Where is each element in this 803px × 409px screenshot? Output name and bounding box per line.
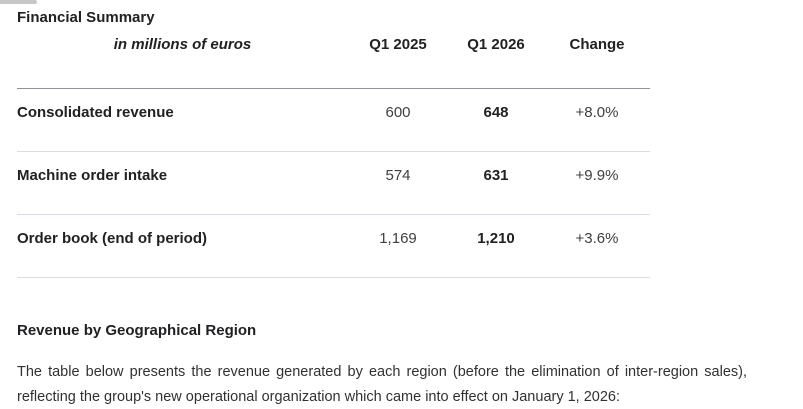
revenue-by-region-heading: Revenue by Geographical Region — [17, 322, 257, 339]
row-label: Order book (end of period) — [17, 214, 348, 278]
table-row: Consolidated revenue 600 648 +8.0% — [17, 88, 650, 152]
row-label: Machine order intake — [17, 151, 348, 215]
table-row: Order book (end of period) 1,169 1,210 +… — [17, 214, 650, 278]
value-change: +3.6% — [544, 214, 650, 278]
row-label: Consolidated revenue — [17, 88, 348, 152]
value-change: +8.0% — [544, 88, 650, 152]
value-q1-2026: 631 — [448, 151, 544, 215]
column-header-q1-2026: Q1 2026 — [448, 37, 544, 89]
value-q1-2026: 1,210 — [448, 214, 544, 278]
table-unit-label: in millions of euros — [17, 37, 348, 89]
financial-summary-heading: Financial Summary — [17, 9, 155, 26]
value-q1-2025: 600 — [348, 88, 448, 152]
value-q1-2026: 648 — [448, 88, 544, 152]
financial-summary-table: in millions of euros Q1 2025 Q1 2026 Cha… — [17, 37, 650, 278]
value-q1-2025: 574 — [348, 151, 448, 215]
scrollbar-fragment — [0, 0, 37, 4]
value-q1-2025: 1,169 — [348, 214, 448, 278]
table-row: Machine order intake 574 631 +9.9% — [17, 151, 650, 215]
column-header-q1-2025: Q1 2025 — [348, 37, 448, 89]
intro-paragraph: The table below presents the revenue gen… — [17, 364, 747, 405]
table-header-row: in millions of euros Q1 2025 Q1 2026 Cha… — [17, 37, 650, 89]
value-change: +9.9% — [544, 151, 650, 215]
column-header-change: Change — [544, 37, 650, 89]
